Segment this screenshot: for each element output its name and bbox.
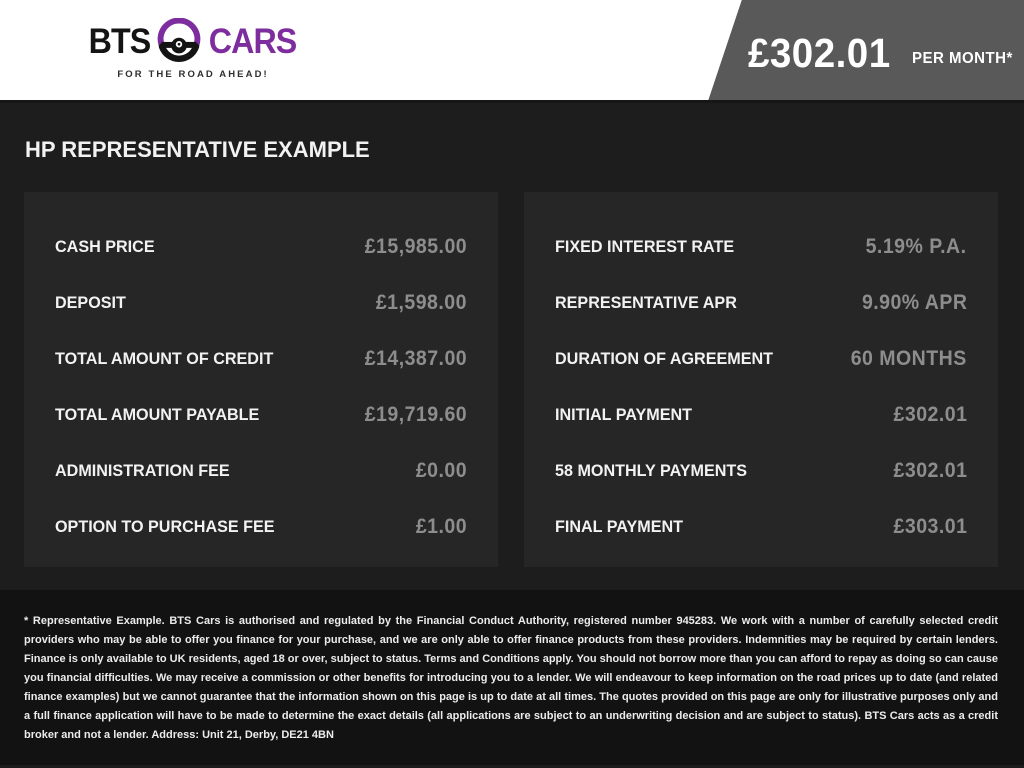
logo-text-cars: CARS — [208, 21, 297, 61]
row-value: 9.90% APR — [861, 291, 967, 314]
row-initial-payment: INITIAL PAYMENT £302.01 — [555, 387, 967, 443]
row-label: TOTAL AMOUNT OF CREDIT — [55, 349, 274, 368]
page-title: HP REPRESENTATIVE EXAMPLE — [25, 137, 370, 162]
row-value: £0.00 — [415, 459, 467, 482]
row-total-amount-payable: TOTAL AMOUNT PAYABLE £19,719.60 — [55, 387, 467, 443]
row-label: DURATION OF AGREEMENT — [555, 349, 774, 368]
monthly-price-amount: £302.01 — [748, 29, 891, 76]
legal-footer: * Representative Example. BTS Cars is au… — [0, 590, 1024, 765]
brand-logo: BTS CARS FOR THE ROAD AHEAD! — [86, 18, 300, 80]
row-representative-apr: REPRESENTATIVE APR 9.90% APR — [555, 275, 967, 331]
row-value: £303.01 — [893, 515, 967, 538]
row-value: £302.01 — [893, 403, 967, 426]
row-total-amount-of-credit: TOTAL AMOUNT OF CREDIT £14,387.00 — [55, 331, 467, 387]
brand-logo-row: BTS CARS — [86, 18, 300, 64]
row-value: £1,598.00 — [375, 291, 467, 314]
row-value: £15,985.00 — [364, 235, 467, 258]
row-value: £1.00 — [415, 515, 467, 538]
row-label: FIXED INTEREST RATE — [555, 237, 735, 256]
row-label: DEPOSIT — [55, 293, 126, 312]
logo-tagline: FOR THE ROAD AHEAD! — [117, 69, 269, 80]
row-monthly-payments: 58 MONTHLY PAYMENTS £302.01 — [555, 443, 967, 499]
row-value: 60 MONTHS — [851, 347, 967, 370]
row-final-payment: FINAL PAYMENT £303.01 — [555, 499, 967, 555]
steering-wheel-icon — [157, 18, 201, 62]
finance-panel-right: FIXED INTEREST RATE 5.19% P.A. REPRESENT… — [524, 192, 998, 567]
row-duration-of-agreement: DURATION OF AGREEMENT 60 MONTHS — [555, 331, 967, 387]
finance-panels: CASH PRICE £15,985.00 DEPOSIT £1,598.00 … — [0, 192, 1024, 567]
row-value: 5.19% P.A. — [866, 235, 967, 258]
row-label: TOTAL AMOUNT PAYABLE — [55, 405, 260, 424]
row-label: CASH PRICE — [55, 237, 155, 256]
price-banner: £302.01 PER MONTH* — [708, 0, 1024, 100]
row-value: £19,719.60 — [364, 403, 467, 426]
row-administration-fee: ADMINISTRATION FEE £0.00 — [55, 443, 467, 499]
row-label: ADMINISTRATION FEE — [55, 461, 230, 480]
row-label: FINAL PAYMENT — [555, 517, 684, 536]
finance-panel-left: CASH PRICE £15,985.00 DEPOSIT £1,598.00 … — [24, 192, 498, 567]
row-option-to-purchase-fee: OPTION TO PURCHASE FEE £1.00 — [55, 499, 467, 555]
finance-example-section: HP REPRESENTATIVE EXAMPLE CASH PRICE £15… — [0, 100, 1024, 590]
row-label: 58 MONTHLY PAYMENTS — [555, 461, 748, 480]
monthly-price-period: PER MONTH* — [911, 50, 1013, 67]
logo-text-bts: BTS — [88, 21, 152, 61]
row-label: INITIAL PAYMENT — [555, 405, 692, 424]
row-label: OPTION TO PURCHASE FEE — [55, 517, 275, 536]
row-cash-price: CASH PRICE £15,985.00 — [55, 219, 467, 275]
row-label: REPRESENTATIVE APR — [555, 293, 737, 312]
representative-example-disclaimer: * Representative Example. BTS Cars is au… — [24, 615, 998, 741]
row-deposit: DEPOSIT £1,598.00 — [55, 275, 467, 331]
row-value: £14,387.00 — [364, 347, 467, 370]
row-fixed-interest-rate: FIXED INTEREST RATE 5.19% P.A. — [555, 219, 967, 275]
page-header: BTS CARS FOR THE ROAD AHEAD! £302.01 PER… — [0, 0, 1024, 100]
row-value: £302.01 — [893, 459, 967, 482]
